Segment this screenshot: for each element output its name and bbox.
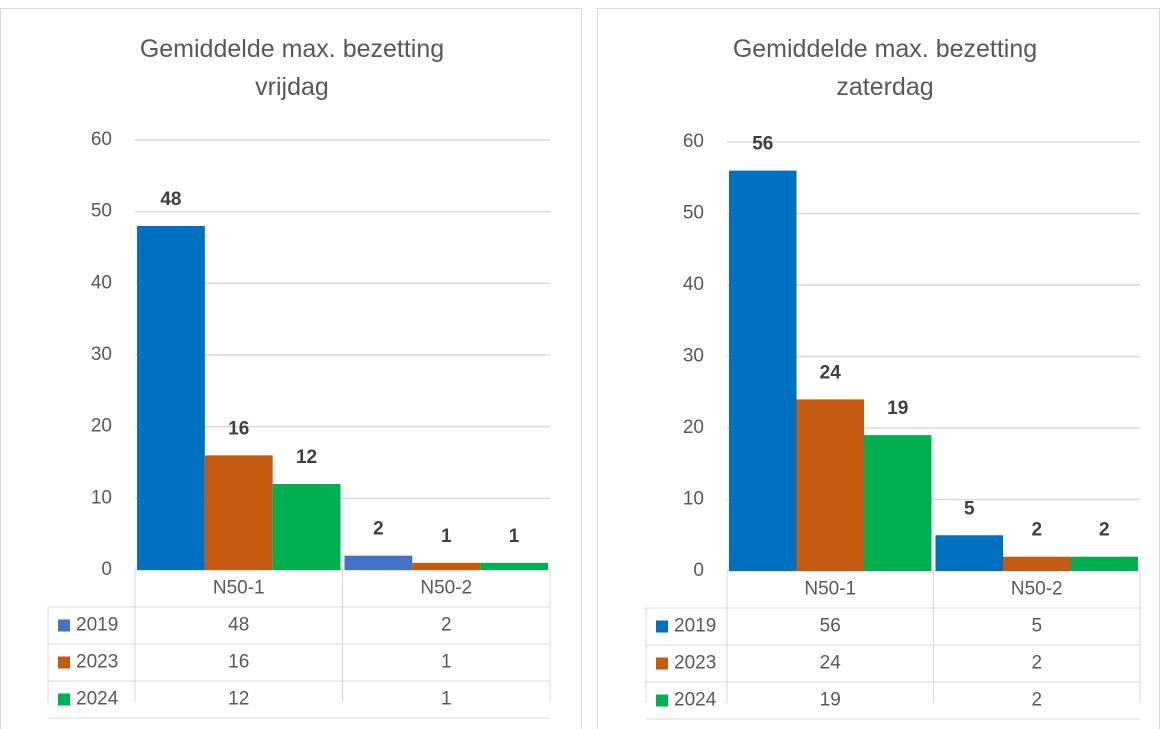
data-label: 2 bbox=[1031, 520, 1042, 541]
bar bbox=[344, 555, 413, 570]
table-cell: 24 bbox=[820, 653, 842, 674]
table-cell: 19 bbox=[820, 690, 841, 711]
bar bbox=[412, 562, 481, 570]
table-cell: 56 bbox=[820, 616, 841, 637]
table-cell: 1 bbox=[441, 689, 452, 710]
y-tick-label: 60 bbox=[683, 131, 704, 152]
legend-label: 2023 bbox=[674, 653, 716, 674]
y-tick-label: 50 bbox=[91, 201, 112, 222]
chart: 0 10 20 30 40 50 60 N50-1 N50-2 2019 48 48 2 2 2023 16 1… bbox=[47, 129, 551, 719]
legend-swatch bbox=[656, 620, 668, 633]
bar bbox=[796, 399, 864, 571]
legend-label: 2019 bbox=[76, 615, 118, 636]
bar bbox=[729, 170, 797, 571]
bar bbox=[935, 535, 1004, 571]
data-label: 19 bbox=[887, 398, 908, 419]
y-tick-label: 20 bbox=[91, 416, 112, 437]
legend-label: 2023 bbox=[76, 652, 118, 673]
data-label: 24 bbox=[820, 362, 842, 383]
y-tick-label: 10 bbox=[683, 489, 704, 510]
legend-swatch bbox=[58, 656, 70, 669]
data-label: 48 bbox=[160, 189, 181, 210]
bar bbox=[863, 435, 932, 571]
y-tick-label: 60 bbox=[91, 129, 112, 150]
x-tick-label: N50-1 bbox=[804, 579, 856, 600]
table-cell: 2 bbox=[1031, 690, 1042, 711]
x-tick-label: N50-2 bbox=[1011, 579, 1063, 600]
bar bbox=[480, 562, 548, 570]
y-tick-label: 30 bbox=[683, 346, 704, 367]
legend-label: 2024 bbox=[76, 689, 119, 710]
legend-swatch bbox=[58, 619, 70, 632]
legend-swatch bbox=[656, 657, 668, 670]
table-cell: 5 bbox=[1031, 616, 1042, 637]
data-label: 16 bbox=[228, 418, 249, 439]
data-label: 2 bbox=[1099, 520, 1110, 541]
bar bbox=[204, 455, 273, 570]
y-tick-label: 10 bbox=[91, 487, 112, 508]
legend-swatch bbox=[58, 693, 70, 706]
chart-title: Gemiddelde max. bezetting zaterdag bbox=[732, 35, 1038, 101]
y-tick-label: 40 bbox=[91, 272, 112, 293]
data-label: 1 bbox=[509, 526, 520, 547]
x-tick-label: N50-1 bbox=[213, 578, 265, 599]
y-tick-label: 50 bbox=[683, 203, 704, 224]
x-tick-label: N50-2 bbox=[420, 578, 472, 599]
y-tick-label: 40 bbox=[683, 274, 704, 295]
legend-swatch bbox=[656, 694, 668, 707]
y-tick-label: 0 bbox=[101, 559, 112, 580]
y-tick-label: 0 bbox=[693, 560, 704, 581]
bar bbox=[137, 226, 205, 570]
chart: 0 10 20 30 40 50 60 N50-1 N50-2 2019 56 56 5 5 2023 24 2… bbox=[645, 131, 1141, 720]
table-cell: 48 bbox=[228, 615, 249, 636]
table-cell: 2 bbox=[1031, 653, 1042, 674]
data-label: 56 bbox=[752, 134, 773, 155]
y-tick-label: 30 bbox=[91, 344, 112, 365]
table-cell: 2 bbox=[441, 615, 452, 636]
bar bbox=[1070, 556, 1138, 571]
legend-label: 2019 bbox=[674, 616, 716, 637]
table-cell: 1 bbox=[441, 652, 452, 673]
bar bbox=[1003, 556, 1071, 571]
chart-panel bbox=[0, 8, 582, 729]
bar bbox=[272, 484, 341, 570]
data-label: 2 bbox=[373, 519, 384, 540]
data-label: 1 bbox=[441, 526, 452, 547]
data-label: 12 bbox=[296, 447, 317, 468]
chart-title: Gemiddelde max. bezetting vrijdag bbox=[139, 35, 445, 101]
legend-label: 2024 bbox=[674, 690, 717, 711]
table-cell: 16 bbox=[228, 652, 249, 673]
table-cell: 12 bbox=[228, 689, 249, 710]
data-label: 5 bbox=[964, 498, 975, 519]
y-tick-label: 20 bbox=[683, 417, 704, 438]
